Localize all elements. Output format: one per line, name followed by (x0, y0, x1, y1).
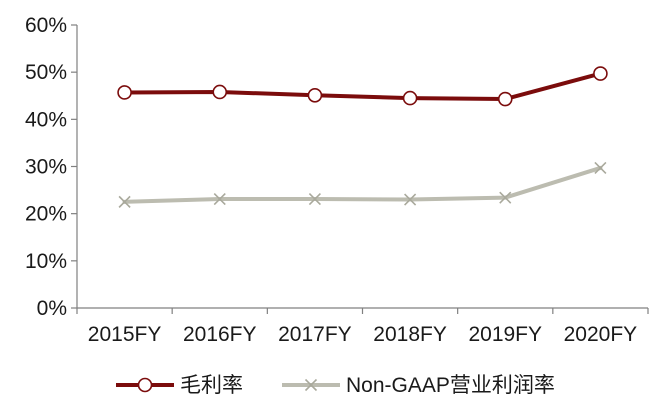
legend-item: 毛利率 (116, 374, 243, 397)
data-point (308, 192, 321, 206)
legend: 毛利率 Non-GAAP营业利润率 (116, 374, 555, 397)
y-axis-ticks: 0% 10% 20% 30% 40% 50% 60% (25, 14, 77, 320)
x-tick-label: 2019FY (468, 323, 542, 346)
data-point (404, 193, 417, 206)
x-tick-label: 2018FY (373, 323, 447, 346)
chart-axes (76, 25, 648, 309)
series-1 (118, 161, 607, 208)
x-tick-label: 2020FY (564, 323, 638, 346)
y-tick-label: 20% (25, 203, 67, 226)
series-line (122, 165, 603, 204)
series-0 (117, 66, 608, 107)
series-layer (117, 66, 608, 208)
x-axis-ticks: 2015FY 2016FY 2017FY 2018FY 2019FY 2020FY (76, 308, 649, 346)
data-point (117, 85, 132, 100)
legend-item: Non-GAAP营业利润率 (282, 374, 555, 397)
x-tick-label: 2017FY (278, 323, 352, 346)
y-tick-label: 50% (25, 61, 67, 84)
data-point (213, 192, 226, 206)
data-point (594, 161, 607, 174)
x-tick-label: 2015FY (88, 323, 162, 346)
data-point (593, 66, 608, 81)
legend-marker (137, 377, 153, 393)
series-line (122, 71, 603, 102)
data-point (118, 195, 131, 208)
data-point (212, 84, 228, 100)
legend-label: 毛利率 (180, 374, 243, 397)
y-tick-label: 40% (25, 108, 67, 131)
legend-marker (304, 378, 318, 392)
y-tick-label: 10% (25, 250, 67, 273)
y-tick-label: 60% (25, 14, 67, 37)
data-point (497, 91, 513, 107)
legend-label: Non-GAAP营业利润率 (346, 374, 555, 397)
x-tick-label: 2016FY (183, 323, 257, 346)
data-point (499, 191, 512, 204)
data-point (402, 90, 418, 106)
y-tick-label: 0% (37, 297, 67, 320)
y-tick-label: 30% (25, 156, 67, 179)
data-point (307, 87, 323, 103)
